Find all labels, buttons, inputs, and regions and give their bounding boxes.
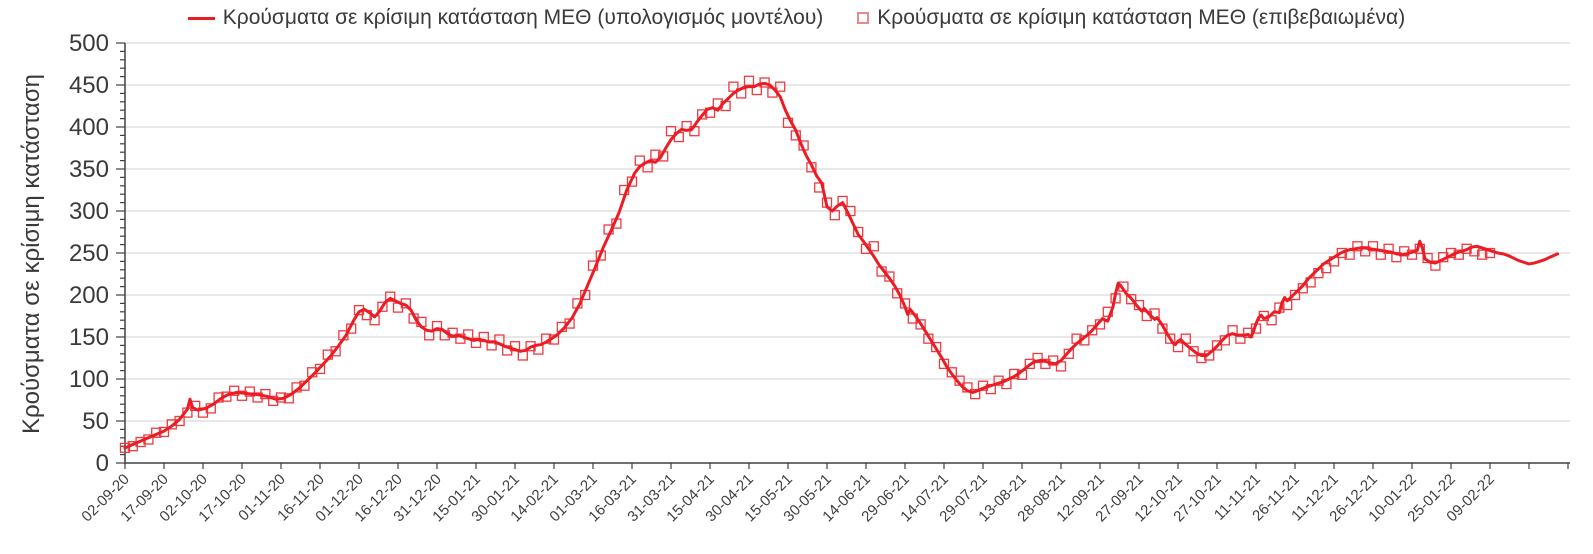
svg-text:150: 150 xyxy=(69,324,109,351)
svg-text:450: 450 xyxy=(69,72,109,99)
svg-text:300: 300 xyxy=(69,198,109,225)
svg-text:400: 400 xyxy=(69,114,109,141)
svg-text:50: 50 xyxy=(82,408,109,435)
y-axis-title: Κρούσματα σε κρίσιμη κατάσταση xyxy=(18,73,45,435)
chart-legend: Κρούσματα σε κρίσιμη κατάσταση ΜΕΘ (υπολ… xyxy=(0,6,1593,30)
model-line-swatch-icon xyxy=(187,16,215,20)
svg-text:500: 500 xyxy=(69,30,109,57)
legend-item-model: Κρούσματα σε κρίσιμη κατάσταση ΜΕΘ (υπολ… xyxy=(187,6,824,30)
legend-label-confirmed: Κρούσματα σε κρίσιμη κατάσταση ΜΕΘ (επιβ… xyxy=(877,6,1406,29)
svg-text:350: 350 xyxy=(69,156,109,183)
svg-text:200: 200 xyxy=(69,282,109,309)
legend-label-model: Κρούσματα σε κρίσιμη κατάσταση ΜΕΘ (υπολ… xyxy=(222,6,824,29)
svg-text:100: 100 xyxy=(69,366,109,393)
svg-text:250: 250 xyxy=(69,240,109,267)
svg-text:0: 0 xyxy=(96,450,109,477)
legend-item-confirmed: Κρούσματα σε κρίσιμη κατάσταση ΜΕΘ (επιβ… xyxy=(857,6,1405,30)
confirmed-square-swatch-icon xyxy=(857,12,870,24)
